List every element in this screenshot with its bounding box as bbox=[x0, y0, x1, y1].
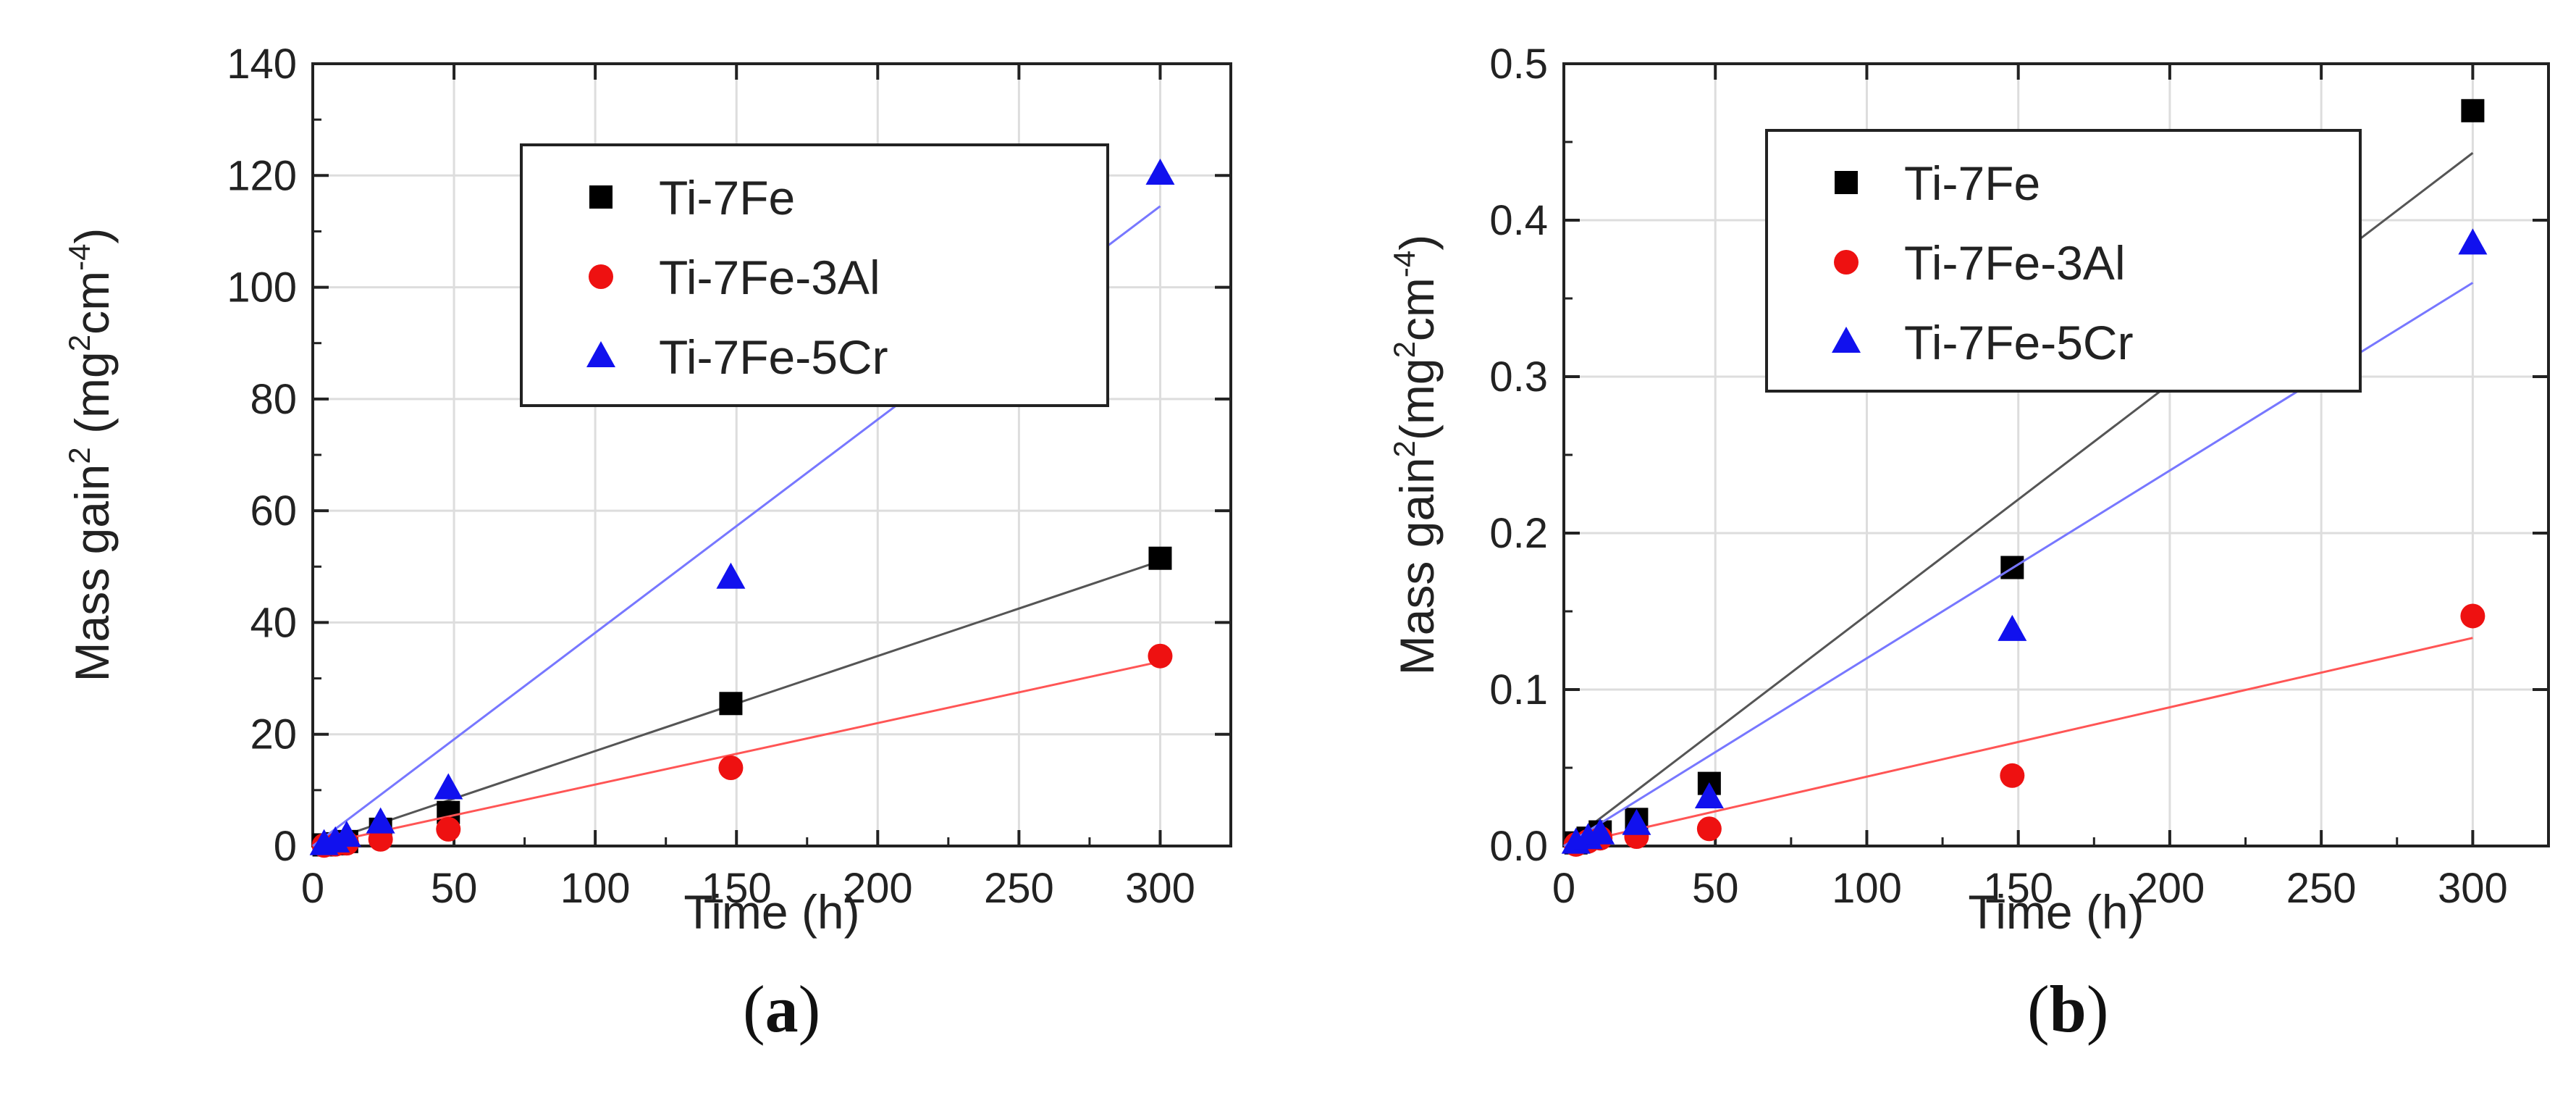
data-point bbox=[1586, 818, 1615, 845]
data-point bbox=[2000, 763, 2025, 788]
y-tick-label: 20 bbox=[250, 711, 297, 758]
series-ti-7fe bbox=[312, 546, 1172, 857]
x-tick-label: 250 bbox=[2286, 865, 2357, 912]
legend: Ti-7Fe Ti-7Fe-3Al Ti-7Fe-5Cr bbox=[1765, 129, 2362, 393]
x-tick-label: 50 bbox=[1692, 865, 1739, 912]
data-point bbox=[716, 562, 746, 589]
legend-item: Ti-7Fe bbox=[589, 171, 795, 225]
x-tick-label: 100 bbox=[560, 865, 631, 912]
legend-marker bbox=[589, 185, 613, 209]
data-point bbox=[436, 816, 461, 842]
x-tick-label: 150 bbox=[1983, 865, 2053, 912]
data-point bbox=[1148, 643, 1173, 669]
legend-marker bbox=[1835, 171, 1858, 194]
legend-item: Ti-7Fe-3Al bbox=[589, 251, 880, 304]
legend-item: Ti-7Fe bbox=[1835, 156, 2040, 210]
x-tick-label: 100 bbox=[1832, 865, 1902, 912]
x-tick-label: 0 bbox=[1552, 865, 1575, 912]
legend-label: Ti-7Fe bbox=[659, 171, 795, 225]
fit-line bbox=[1563, 637, 2473, 847]
y-tick-label: 40 bbox=[250, 599, 297, 646]
y-tick-label: 120 bbox=[227, 152, 297, 199]
legend-marker bbox=[1834, 250, 1859, 275]
x-tick-label: 200 bbox=[2135, 865, 2205, 912]
data-point bbox=[1148, 546, 1172, 570]
data-point bbox=[434, 773, 463, 800]
legend-item: Ti-7Fe-5Cr bbox=[1832, 316, 2134, 369]
legend-item: Ti-7Fe-3Al bbox=[1834, 236, 2126, 290]
x-tick-label: 50 bbox=[431, 865, 478, 912]
fit-line bbox=[312, 660, 1161, 847]
y-tick-label: 100 bbox=[227, 264, 297, 311]
data-point bbox=[719, 692, 743, 716]
legend-box bbox=[1765, 129, 2362, 393]
x-tick-label: 0 bbox=[301, 865, 324, 912]
data-point bbox=[718, 755, 744, 780]
y-tick-label: 0 bbox=[274, 823, 297, 870]
legend-marker bbox=[586, 341, 615, 367]
chart-panel-b: 0 50 100 150 200 250 300 0.0 0.1 0.2 0.3 0.4 0.5 Time… bbox=[1387, 41, 2550, 939]
y-tick-label: 60 bbox=[250, 487, 297, 535]
data-point bbox=[366, 807, 395, 834]
legend-marker bbox=[589, 264, 613, 289]
y-tick-label: 0.5 bbox=[1489, 41, 1548, 88]
legend-marker bbox=[1832, 327, 1861, 353]
series-ti-7fe-3al bbox=[1563, 603, 2485, 857]
axes: 0 50 100 150 200 250 300 0.0 0.1 0.2 0.3 0.4 0.5 bbox=[1489, 41, 2548, 912]
x-axis-label: Time (h) bbox=[683, 885, 859, 939]
x-tick-label: 200 bbox=[843, 865, 913, 912]
x-tick-label: 150 bbox=[702, 865, 772, 912]
axes: 0 50 100 150 200 250 300 0 20 40 60 80 100 120 140 bbox=[227, 41, 1231, 912]
legend-box bbox=[520, 143, 1109, 407]
y-axis-label: Mass gain2 (mg2cm-4) bbox=[62, 228, 119, 682]
data-point bbox=[2458, 228, 2488, 255]
y-axis-label: Mass gain2(mg2cm-4) bbox=[1387, 235, 1444, 676]
series-ti-7fe-3al bbox=[311, 643, 1173, 858]
x-tick-label: 250 bbox=[984, 865, 1054, 912]
legend-item: Ti-7Fe-5Cr bbox=[586, 330, 888, 384]
chart-panel-a: 0 50 100 150 200 250 300 0 20 40 60 80 100 120 140 Time… bbox=[62, 41, 1232, 939]
y-tick-label: 140 bbox=[227, 41, 297, 88]
panel-label-a: (a) bbox=[743, 972, 821, 1046]
x-tick-label: 300 bbox=[2438, 865, 2508, 912]
legend-label: Ti-7Fe-3Al bbox=[659, 251, 880, 304]
legend-label: Ti-7Fe-3Al bbox=[1904, 236, 2126, 290]
y-tick-label: 0.4 bbox=[1489, 197, 1548, 244]
y-tick-label: 0.2 bbox=[1489, 510, 1548, 557]
data-point bbox=[1694, 782, 1724, 809]
x-axis-label: Time (h) bbox=[1968, 885, 2144, 939]
y-tick-label: 0.1 bbox=[1489, 666, 1548, 713]
x-tick-label: 300 bbox=[1125, 865, 1195, 912]
data-point bbox=[1696, 816, 1722, 842]
legend-label: Ti-7Fe-5Cr bbox=[659, 330, 888, 384]
data-point bbox=[332, 821, 361, 847]
data-point bbox=[1622, 808, 1651, 835]
data-point bbox=[2460, 603, 2485, 629]
data-point bbox=[1998, 614, 2027, 641]
legend-label: Ti-7Fe-5Cr bbox=[1904, 316, 2134, 369]
y-tick-label: 0.0 bbox=[1489, 823, 1548, 870]
y-tick-label: 80 bbox=[250, 376, 297, 423]
y-tick-label: 0.3 bbox=[1489, 353, 1548, 401]
data-point bbox=[2461, 99, 2485, 122]
panel-label-b: (b) bbox=[2027, 972, 2109, 1046]
legend: Ti-7Fe Ti-7Fe-3Al Ti-7Fe-5Cr bbox=[520, 143, 1109, 407]
legend-label: Ti-7Fe bbox=[1904, 156, 2040, 210]
data-point bbox=[1145, 158, 1175, 185]
